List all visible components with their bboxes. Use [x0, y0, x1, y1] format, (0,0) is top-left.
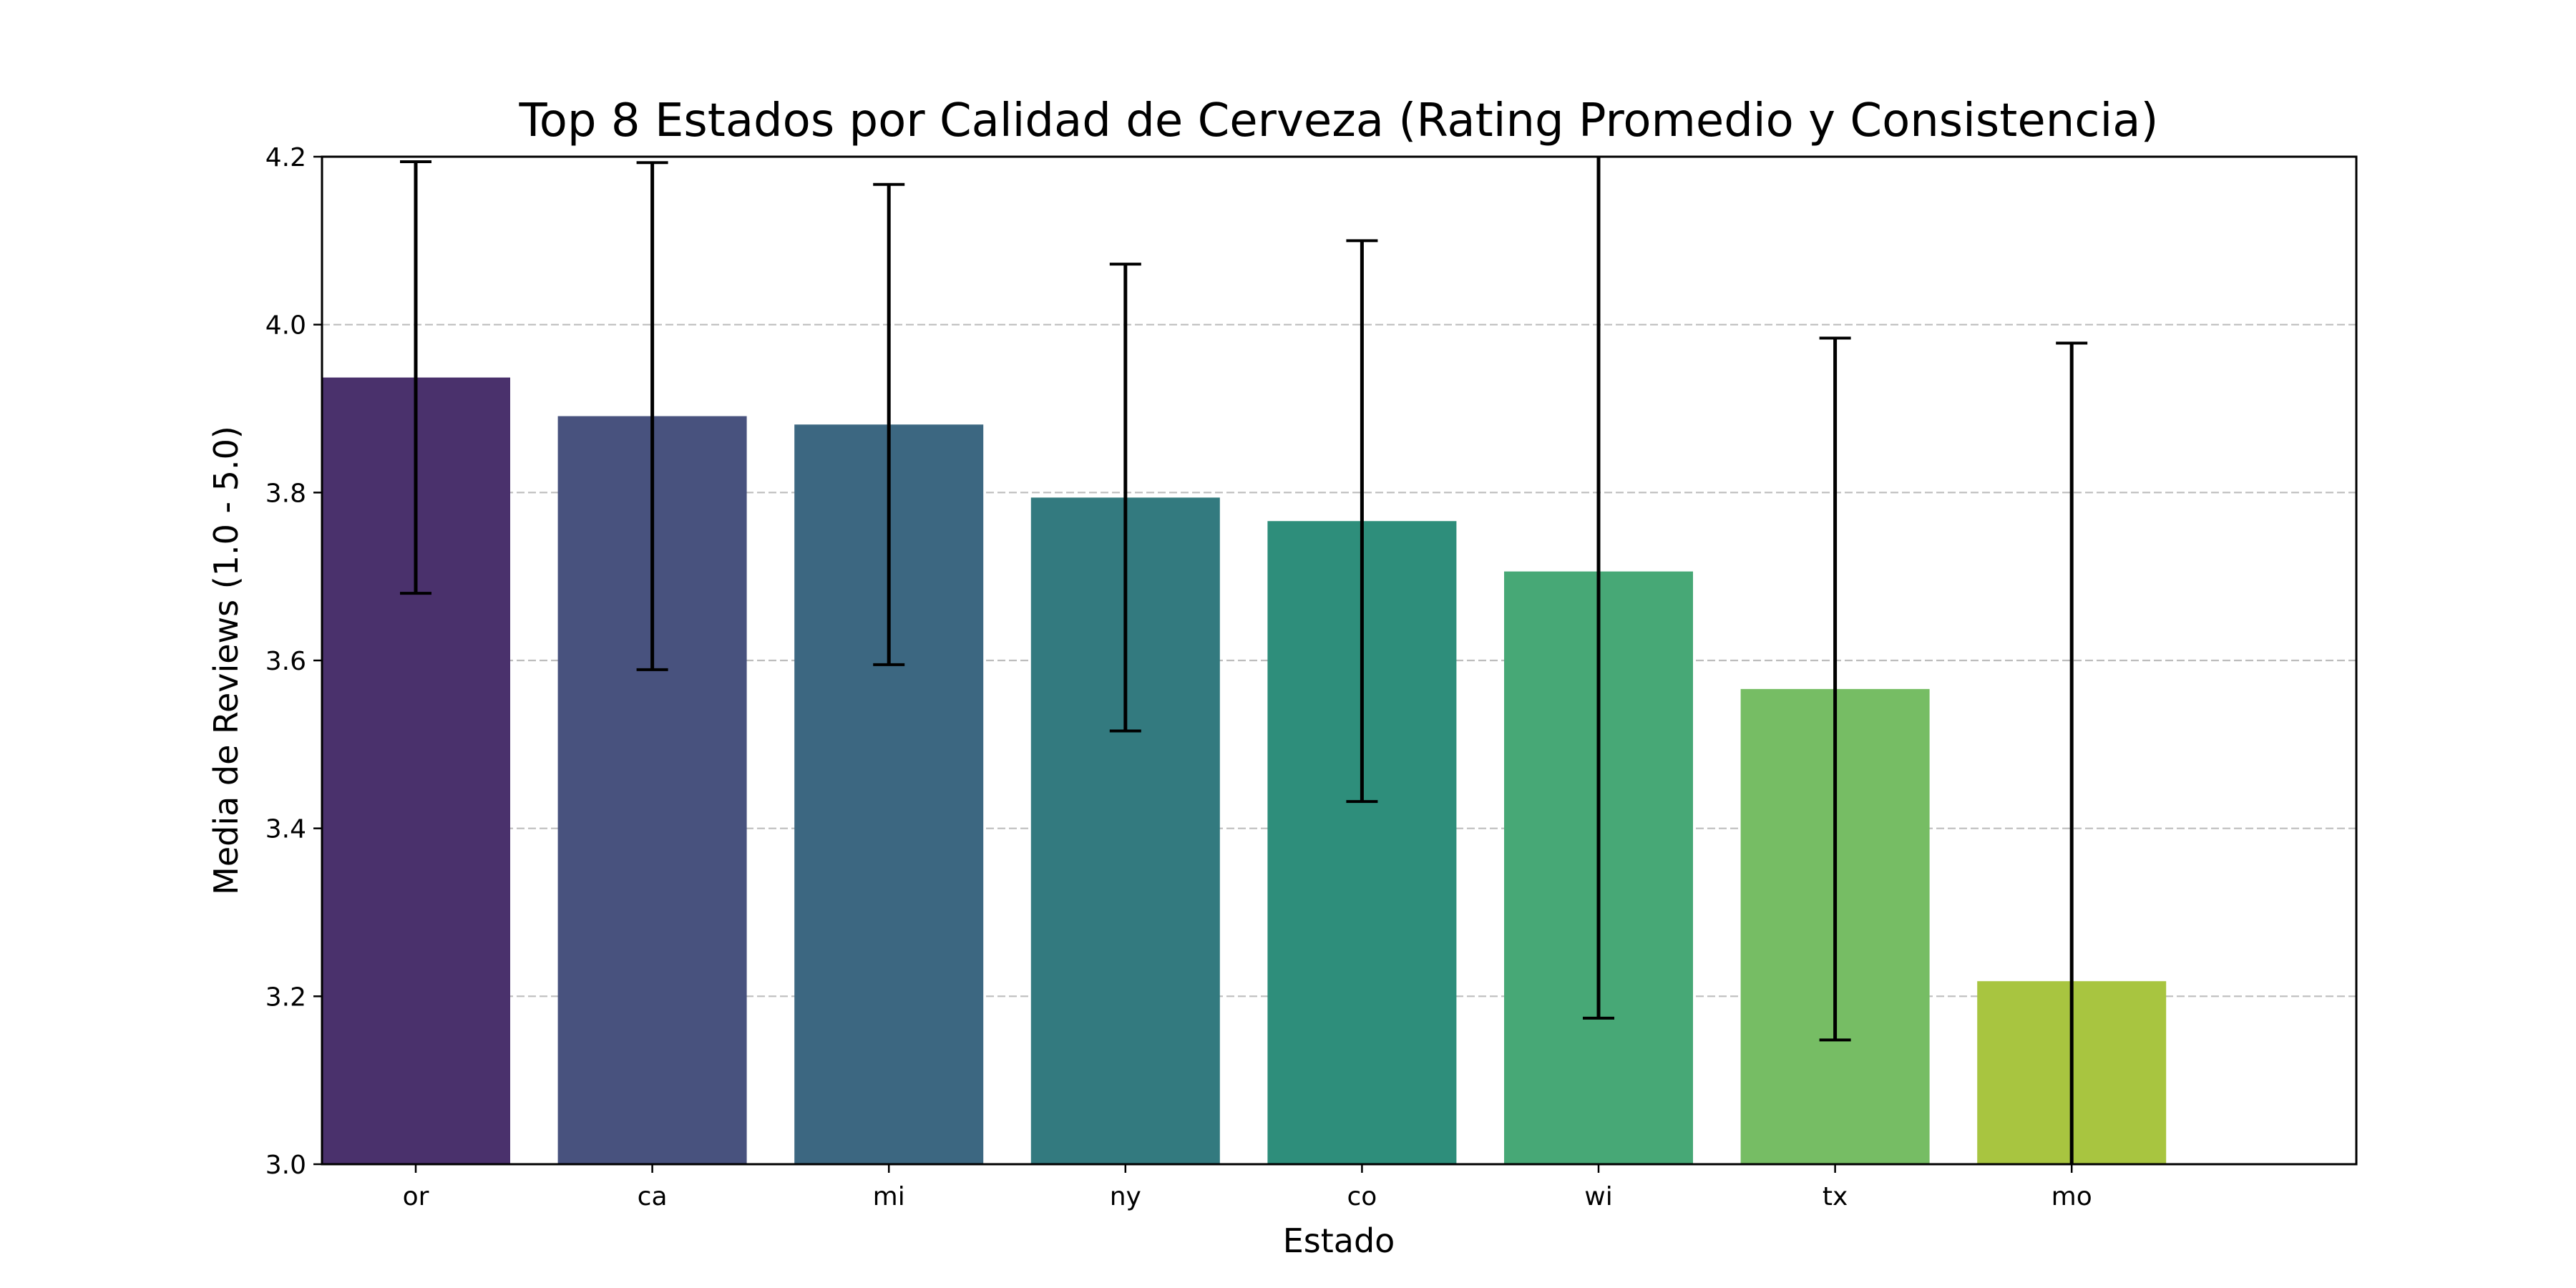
y-tick-label: 3.6 — [265, 647, 306, 676]
y-tick-label: 4.2 — [265, 143, 306, 172]
y-axis-label: Media de Reviews (1.0 - 5.0) — [207, 426, 245, 895]
y-tick-label: 3.2 — [265, 982, 306, 1012]
x-axis-label: Estado — [1283, 1221, 1395, 1260]
x-tick-label-or: or — [403, 1182, 429, 1211]
x-tick-label-ca: ca — [638, 1182, 668, 1211]
x-tick-label-mi: mi — [873, 1182, 905, 1211]
x-tick-label-tx: tx — [1823, 1182, 1848, 1211]
y-tick-label: 3.8 — [265, 479, 306, 508]
x-tick-label-ny: ny — [1110, 1182, 1141, 1211]
chart-title: Top 8 Estados por Calidad de Cerveza (Ra… — [519, 94, 2159, 147]
error-bars — [400, 157, 2088, 1164]
x-tick-label-wi: wi — [1584, 1182, 1612, 1211]
x-axis-ticks: or ca mi ny co wi tx mo — [403, 1164, 2092, 1211]
y-axis-ticks: 3.0 3.2 3.4 3.6 3.8 4.0 4.2 — [265, 143, 322, 1180]
y-tick-label: 3.4 — [265, 815, 306, 844]
x-tick-label-mo: mo — [2051, 1182, 2092, 1211]
y-tick-label: 3.0 — [265, 1151, 306, 1180]
y-tick-label: 4.0 — [265, 311, 306, 341]
x-tick-label-co: co — [1347, 1182, 1377, 1211]
